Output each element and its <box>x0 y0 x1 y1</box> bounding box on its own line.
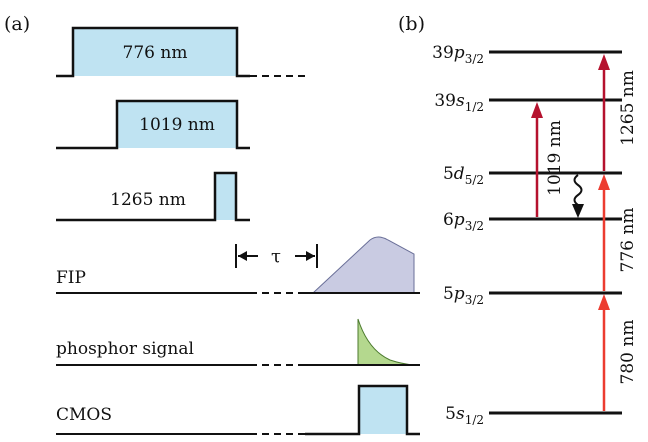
arrow-776-label: 776 nm <box>618 208 638 273</box>
delay-marker: τ <box>235 244 318 268</box>
transition-1019: 1019 nm <box>531 102 565 217</box>
delay-label: τ <box>271 246 281 267</box>
cmos-gate-fill <box>359 386 407 434</box>
pulse-1265-label: 1265 nm <box>110 190 186 210</box>
phosphor-label: phosphor signal <box>56 339 194 359</box>
delay-arrowhead-right <box>306 251 315 261</box>
decay-wavy-arrow <box>572 174 584 218</box>
level-label-39s12: 39s1/2 <box>434 91 484 114</box>
pulse-1265: 1265 nm <box>56 171 250 222</box>
arrow-776-head <box>598 174 610 190</box>
panel-b: (b) 39p3/2 39s1/2 5d5/2 6p3/2 5p3/2 5s1/… <box>398 13 638 427</box>
decay-wavy-head <box>572 204 584 218</box>
level-label-39p32: 39p3/2 <box>432 43 484 66</box>
level-label-5p32: 5p3/2 <box>443 284 484 307</box>
transition-1265: 1265 nm <box>598 54 638 171</box>
panel-b-label: (b) <box>398 13 425 35</box>
phosphor-trace: phosphor signal <box>56 318 420 366</box>
pulse-1265-fill <box>215 173 236 220</box>
cmos-trace: CMOS <box>56 384 420 436</box>
level-label-5d52: 5d5/2 <box>443 164 484 187</box>
pulse-1019: 1019 nm <box>56 99 250 150</box>
cmos-label: CMOS <box>56 405 112 425</box>
arrow-1265-head <box>598 54 610 70</box>
arrow-1019-label: 1019 nm <box>545 120 565 196</box>
pulse-776: 776 nm <box>56 26 305 78</box>
fip-label: FIP <box>56 268 86 288</box>
fip-pulse <box>311 236 415 294</box>
phosphor-decay <box>357 318 415 366</box>
arrow-780-head <box>598 294 610 310</box>
cmos-gate-outline <box>305 384 420 436</box>
pulse-1019-outline <box>56 99 250 150</box>
transition-780: 780 nm <box>598 294 638 411</box>
panel-a-label: (a) <box>4 13 30 35</box>
pulse-776-fill <box>73 28 237 76</box>
transition-776: 776 nm <box>598 174 638 291</box>
decay-wavy-path <box>573 174 583 206</box>
level-label-6p32: 6p3/2 <box>443 210 484 233</box>
panel-a: (a) 776 nm 1019 nm 1265 nm <box>4 13 420 436</box>
arrow-1019-head <box>531 102 543 118</box>
fip-trace: FIP <box>56 236 420 294</box>
pulse-1265-outline <box>56 171 250 222</box>
pulse-776-outline <box>56 26 250 78</box>
pulse-1019-fill <box>117 101 237 148</box>
delay-arrowhead-left <box>238 251 247 261</box>
pulse-1019-label: 1019 nm <box>139 115 215 135</box>
level-label-5s12: 5s1/2 <box>445 404 484 427</box>
pulse-776-label: 776 nm <box>123 43 188 63</box>
arrow-1265-label: 1265 nm <box>618 70 638 146</box>
arrow-780-label: 780 nm <box>618 320 638 385</box>
